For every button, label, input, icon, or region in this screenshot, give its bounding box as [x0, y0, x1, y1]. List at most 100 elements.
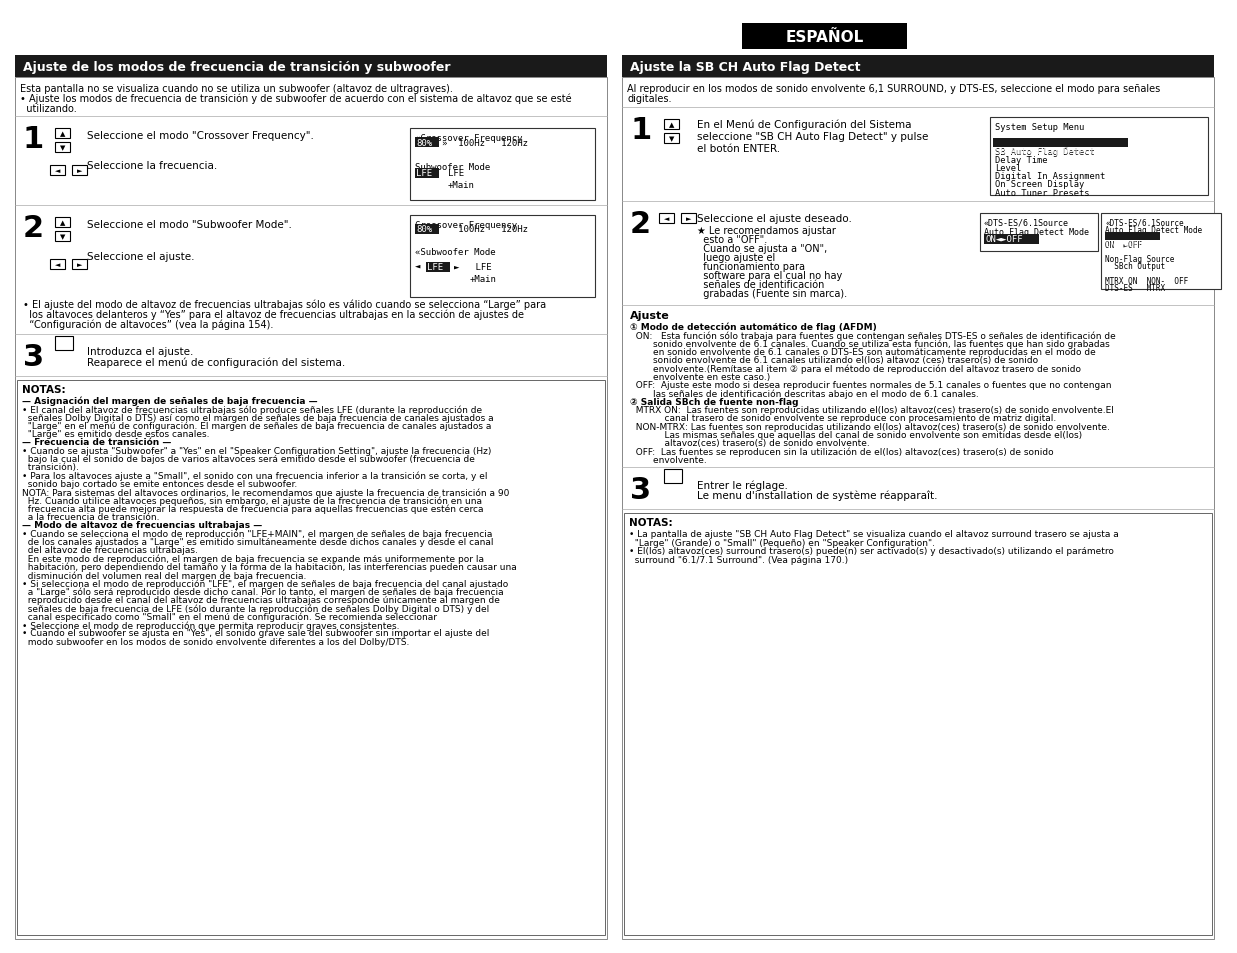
Text: Cuando se ajusta a "ON",: Cuando se ajusta a "ON",: [696, 244, 828, 253]
Text: sonido envolvente de 6.1 canales. Cuando se utiliza esta función, las fuentes qu: sonido envolvente de 6.1 canales. Cuando…: [630, 339, 1110, 349]
Text: modo subwoofer en los modos de sonido envolvente diferentes a los del Dolby/DTS.: modo subwoofer en los modos de sonido en…: [22, 637, 409, 646]
Bar: [414, 169, 439, 179]
Text: 2: 2: [24, 213, 45, 243]
Text: Le menu d'installation de système réapparaît.: Le menu d'installation de système réappa…: [696, 490, 938, 500]
Text: — Asignación del margen de señales de baja frecuencia —: — Asignación del margen de señales de ba…: [22, 396, 318, 406]
Text: MTRX ON  NON-  OFF: MTRX ON NON- OFF: [1105, 276, 1189, 285]
Text: canal trasero de sonido envolvente se reproduce con procesamiento de matriz digi: canal trasero de sonido envolvente se re…: [630, 414, 1056, 423]
Text: de los canales ajustados a "Large" es emitido simultáneamente desde dichos canal: de los canales ajustados a "Large" es em…: [22, 537, 494, 546]
Text: Esta pantalla no se visualiza cuando no se utiliza un subwoofer (altavoz de ultr: Esta pantalla no se visualiza cuando no …: [20, 84, 453, 94]
Bar: [54, 218, 71, 228]
Text: a "Large" sólo será reproducido desde dicho canal. Por lo tanto, el margen de se: a "Large" sólo será reproducido desde di…: [22, 587, 503, 597]
Bar: [742, 24, 907, 50]
Text: ON  ►OFF: ON ►OFF: [1106, 240, 1143, 249]
Text: canal especificado como "Small" en el menú de configuración. Se recomienda selec: canal especificado como "Small" en el me…: [22, 612, 437, 621]
Text: — Frecuencia de transición —: — Frecuencia de transición —: [22, 438, 172, 447]
Text: ◄: ◄: [664, 215, 669, 222]
Text: "Large" en el menú de configuración. El margen de señales de baja frecuencia de : "Large" en el menú de configuración. El …: [22, 421, 491, 431]
Text: señales Dolby Digital o DTS) así como el margen de señales de baja frecuencia de: señales Dolby Digital o DTS) así como el…: [22, 414, 494, 422]
Text: ▲: ▲: [669, 122, 674, 128]
Text: disminución del volumen real del margen de baja frecuencia.: disminución del volumen real del margen …: [22, 571, 307, 580]
Text: ① Modo de detección automático de flag (AFDM): ① Modo de detección automático de flag (…: [630, 323, 877, 333]
Text: Ajuste la SB CH Auto Flag Detect: Ajuste la SB CH Auto Flag Detect: [630, 60, 861, 73]
Text: • El(los) altavoz(ces) surround trasero(s) puede(n) ser activado(s) y desactivad: • El(los) altavoz(ces) surround trasero(…: [628, 546, 1113, 556]
Text: los altavoces delanteros y “Yes” para el altavoz de frecuencias ultrabajas en la: los altavoces delanteros y “Yes” para el…: [24, 310, 524, 320]
Text: ►: ►: [77, 262, 82, 268]
Bar: [414, 138, 439, 148]
Text: »  100Hz   120Hz: » 100Hz 120Hz: [442, 138, 528, 148]
Text: bajo la cual el sonido de bajos de varios altavoces será emitido desde el subwoo: bajo la cual el sonido de bajos de vario…: [22, 455, 475, 463]
Bar: [1105, 233, 1160, 240]
Text: «Subwoofer Mode: «Subwoofer Mode: [414, 248, 496, 256]
Bar: [54, 336, 73, 351]
Bar: [414, 225, 439, 234]
Bar: [49, 166, 66, 175]
Text: Crossover Frequency: Crossover Frequency: [414, 221, 517, 230]
Text: ►   LFE: ► LFE: [454, 263, 491, 273]
Bar: [426, 263, 450, 273]
Text: NOTAS:: NOTAS:: [22, 385, 66, 395]
Text: Hz. Cuando utilice altavoces pequeños, sin embargo, el ajuste de la frecuencia d: Hz. Cuando utilice altavoces pequeños, s…: [22, 497, 482, 506]
Bar: [17, 380, 605, 935]
Text: reproducido desde el canal del altavoz de frecuencias ultrabajas corresponde úni: reproducido desde el canal del altavoz d…: [22, 596, 500, 604]
Text: habitación, pero dependiendo del tamaño y la forma de la habitación, las interfe: habitación, pero dependiendo del tamaño …: [22, 562, 517, 572]
Text: Las mismas señales que aquellas del canal de sonido envolvente son emitidas desd: Las mismas señales que aquellas del cana…: [630, 431, 1082, 439]
Text: ON◄►OFF: ON◄►OFF: [985, 235, 1023, 244]
Text: NON-MTRX: Las fuentes son reproducidas utilizando el(los) altavoz(ces) trasero(s: NON-MTRX: Las fuentes son reproducidas u…: [630, 422, 1110, 431]
Text: • La pantalla de ajuste "SB CH Auto Flag Detect" se visualiza cuando el altavoz : • La pantalla de ajuste "SB CH Auto Flag…: [628, 530, 1118, 538]
Text: ▲: ▲: [59, 131, 66, 137]
Text: • Seleccione el modo de reproducción que permita reproducir graves consistentes.: • Seleccione el modo de reproducción que…: [22, 620, 400, 630]
Bar: [622, 56, 1213, 78]
Text: señales de identificación: señales de identificación: [696, 280, 824, 290]
Text: • Cuando se ajusta "Subwoofer" a "Yes" en el "Speaker Configuration Setting", aj: • Cuando se ajusta "Subwoofer" a "Yes" e…: [22, 446, 491, 456]
Text: ◄: ◄: [54, 168, 61, 173]
Text: utilizando.: utilizando.: [20, 104, 77, 113]
Text: "Large" es emitido desde estos canales.: "Large" es emitido desde estos canales.: [22, 430, 209, 438]
Text: En este modo de reproducción, el margen de baja frecuencia se expande más unifor: En este modo de reproducción, el margen …: [22, 554, 484, 563]
Text: Delay Time: Delay Time: [995, 155, 1048, 165]
Text: Ajuste de los modos de frecuencia de transición y subwoofer: Ajuste de los modos de frecuencia de tra…: [24, 60, 450, 73]
Text: ▼: ▼: [59, 145, 66, 151]
Text: En el Menú de Configuración del Sistema
seleccione "SB CH Auto Flag Detect" y pu: En el Menú de Configuración del Sistema …: [696, 120, 929, 153]
Text: SBch Output: SBch Output: [1105, 262, 1165, 271]
Text: LFE: LFE: [427, 263, 443, 273]
Bar: [664, 120, 679, 130]
Text: envolvente.: envolvente.: [630, 456, 706, 464]
Text: transición).: transición).: [22, 463, 79, 472]
Text: System Setup Menu: System Setup Menu: [995, 123, 1085, 132]
Text: 80%: 80%: [416, 225, 432, 234]
Text: • El canal del altavoz de frecuencias ultrabajas sólo produce señales LFE (duran: • El canal del altavoz de frecuencias ul…: [22, 405, 482, 415]
Bar: [54, 143, 71, 152]
Text: SB Auto Flag Detect: SB Auto Flag Detect: [995, 147, 1095, 156]
Text: software para el cual no hay: software para el cual no hay: [696, 271, 842, 281]
Text: LFE: LFE: [416, 170, 432, 178]
Bar: [1101, 213, 1221, 290]
Text: del altavoz de frecuencias ultrabajas.: del altavoz de frecuencias ultrabajas.: [22, 546, 198, 555]
Text: ▼: ▼: [59, 233, 66, 240]
Text: funcionamiento para: funcionamiento para: [696, 262, 805, 272]
Text: Level: Level: [995, 164, 1022, 172]
Text: NOTA: Para sistemas del altavoces ordinarios, le recomendamos que ajuste la frec: NOTA: Para sistemas del altavoces ordina…: [22, 488, 510, 497]
Text: OFF:  Las fuentes se reproducen sin la utilización de el(los) altavoz(ces) trase: OFF: Las fuentes se reproducen sin la ut…: [630, 447, 1054, 456]
Bar: [980, 213, 1098, 252]
Bar: [54, 232, 71, 242]
Text: +Main: +Main: [448, 181, 475, 191]
Text: ESPAÑOL: ESPAÑOL: [785, 30, 863, 45]
Bar: [49, 260, 66, 270]
Text: ▼: ▼: [669, 136, 674, 142]
Text: — Modo de altavoz de frecuencias ultrabajas —: — Modo de altavoz de frecuencias ultraba…: [22, 521, 262, 530]
Text: las señales de identificación descritas abajo en el modo de 6.1 canales.: las señales de identificación descritas …: [630, 389, 978, 398]
Text: ►: ►: [685, 215, 691, 222]
Text: "Large" (Grande) o "Small" (Pequeño) en "Speaker Configuration".: "Large" (Grande) o "Small" (Pequeño) en …: [628, 538, 935, 547]
Text: Seleccione el modo "Subwoofer Mode".: Seleccione el modo "Subwoofer Mode".: [87, 220, 292, 230]
Text: Entrer le réglage.: Entrer le réglage.: [696, 479, 788, 490]
Text: envolvente.(Remítase al item ② para el método de reproducción del altavoz traser: envolvente.(Remítase al item ② para el m…: [630, 364, 1081, 374]
Text: ◄: ◄: [414, 262, 421, 271]
Text: DTS-ES   MTRX: DTS-ES MTRX: [1105, 283, 1165, 293]
Bar: [682, 213, 696, 224]
Text: 3: 3: [630, 476, 651, 504]
Text: luego ajuste el: luego ajuste el: [696, 253, 776, 263]
Text: ② Salida SBch de fuente non-flag: ② Salida SBch de fuente non-flag: [630, 397, 799, 406]
Text: sonido envolvente de 6.1 canales utilizando el(los) altavoz (ces) trasero(s) de : sonido envolvente de 6.1 canales utiliza…: [630, 355, 1038, 365]
Bar: [72, 166, 87, 175]
